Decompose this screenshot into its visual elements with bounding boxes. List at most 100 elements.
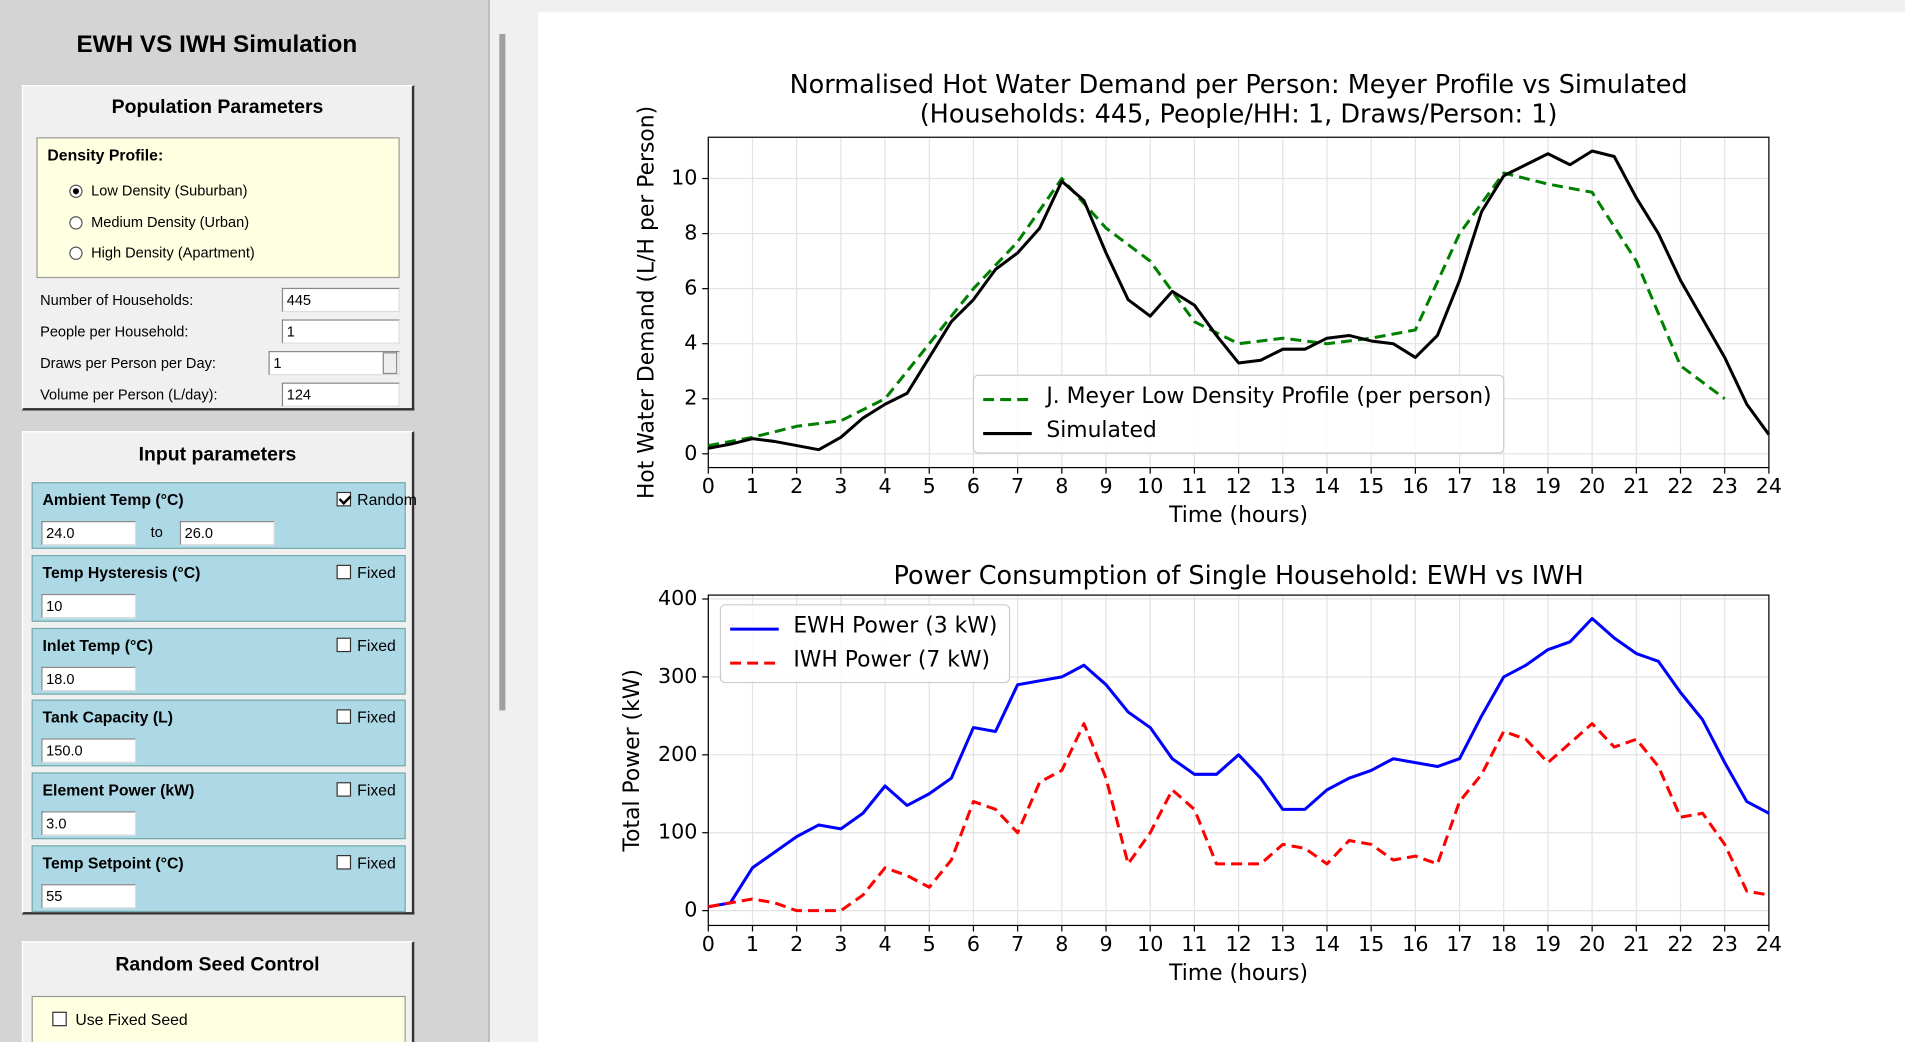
plot-frame bbox=[707, 594, 1770, 927]
x-tick-label: 14 bbox=[1314, 932, 1340, 956]
param-input[interactable]: 55 bbox=[41, 884, 137, 909]
x-tick-label: 14 bbox=[1314, 474, 1340, 498]
x-tick-label: 13 bbox=[1270, 932, 1296, 956]
x-tick-label: 2 bbox=[790, 474, 803, 498]
x-tick-label: 20 bbox=[1579, 474, 1605, 498]
y-tick-label: 100 bbox=[658, 820, 697, 844]
checkbox[interactable] bbox=[52, 1011, 67, 1027]
param-group: Inlet Temp (°C) Fixed 18.0 bbox=[31, 627, 406, 695]
app-title: EWH VS IWH Simulation bbox=[76, 31, 358, 59]
x-tick-label: 12 bbox=[1225, 474, 1251, 498]
checkbox-label[interactable]: Fixed bbox=[357, 853, 396, 873]
x-tick-label: 16 bbox=[1402, 474, 1428, 498]
legend-label: Simulated bbox=[1046, 418, 1156, 443]
y-tick-label: 4 bbox=[684, 331, 697, 355]
param-input[interactable]: 150.0 bbox=[41, 738, 137, 764]
checkbox-label[interactable]: Fixed bbox=[357, 635, 396, 655]
seed-section: Random Seed Control Use Fixed Seed bbox=[21, 941, 415, 1042]
spin-button[interactable] bbox=[382, 352, 398, 375]
x-tick-label: 22 bbox=[1667, 474, 1693, 498]
x-tick-label: 22 bbox=[1667, 932, 1693, 956]
param-group: Tank Capacity (L) Fixed 150.0 bbox=[31, 700, 406, 767]
checkbox[interactable] bbox=[336, 564, 352, 580]
checkbox-label[interactable]: Fixed bbox=[357, 563, 396, 582]
y-tick-label: 0 bbox=[684, 441, 697, 465]
checkbox[interactable] bbox=[336, 782, 352, 797]
scrollbar[interactable] bbox=[499, 34, 506, 711]
checkbox-label[interactable]: Fixed bbox=[357, 781, 396, 800]
x-tick-label: 10 bbox=[1137, 932, 1163, 956]
x-tick-label: 3 bbox=[834, 932, 847, 956]
param-input[interactable]: 18.0 bbox=[41, 666, 137, 691]
x-tick-label: 7 bbox=[1011, 932, 1024, 956]
radio[interactable] bbox=[69, 184, 83, 198]
param-input[interactable]: 10 bbox=[41, 593, 137, 618]
checkbox[interactable] bbox=[336, 855, 352, 870]
x-tick-label: 2 bbox=[790, 932, 803, 956]
density-label: Density Profile: bbox=[47, 145, 164, 164]
field-input[interactable]: 124 bbox=[281, 382, 400, 407]
x-tick-label: 21 bbox=[1623, 474, 1649, 498]
x-tick-label: 24 bbox=[1756, 474, 1782, 498]
legend-label: EWH Power (3 kW) bbox=[793, 614, 997, 639]
legend-frame bbox=[719, 604, 1011, 684]
field-input[interactable]: 1 bbox=[281, 319, 400, 344]
y-tick-label: 6 bbox=[684, 276, 697, 300]
field-label: Draws per Person per Day: bbox=[40, 354, 216, 372]
param-label: Temp Hysteresis (°C) bbox=[42, 563, 201, 582]
series-line bbox=[708, 149, 1771, 452]
field-input[interactable]: 1 bbox=[268, 350, 400, 376]
checkbox[interactable] bbox=[336, 709, 352, 725]
chart-title: Power Consumption of Single Household: E… bbox=[894, 561, 1584, 591]
checkbox-label[interactable]: Random bbox=[357, 490, 417, 509]
x-tick-label: 1 bbox=[746, 474, 759, 498]
range-word: to bbox=[150, 523, 163, 541]
param-input[interactable]: 24.0 bbox=[41, 521, 137, 546]
x-tick-label: 11 bbox=[1181, 932, 1207, 956]
x-tick-label: 6 bbox=[967, 474, 980, 498]
x-tick-label: 17 bbox=[1446, 474, 1472, 498]
x-tick-label: 9 bbox=[1099, 932, 1112, 956]
section-title: Random Seed Control bbox=[115, 954, 320, 976]
param-input[interactable]: 26.0 bbox=[179, 521, 275, 546]
radio[interactable] bbox=[69, 246, 83, 260]
checkbox[interactable] bbox=[336, 637, 352, 652]
param-input[interactable]: 3.0 bbox=[41, 811, 137, 836]
form: EWH VS IWH Simulation Population Paramete… bbox=[0, 0, 490, 1042]
x-tick-label: 10 bbox=[1137, 474, 1163, 498]
x-tick-label: 1 bbox=[746, 932, 759, 956]
x-tick-label: 17 bbox=[1446, 932, 1472, 956]
chart-subtitle: (Households: 445, People/HH: 1, Draws/Pe… bbox=[920, 99, 1558, 129]
x-tick-label: 23 bbox=[1712, 932, 1738, 956]
x-tick-label: 5 bbox=[923, 932, 936, 956]
section-title: Input parameters bbox=[138, 444, 297, 466]
x-tick-label: 19 bbox=[1535, 474, 1561, 498]
param-label: Temp Setpoint (°C) bbox=[42, 853, 184, 873]
radio-label[interactable]: Low Density (Suburban) bbox=[91, 182, 248, 200]
param-label: Ambient Temp (°C) bbox=[42, 490, 184, 509]
radio[interactable] bbox=[69, 215, 83, 229]
checkbox-label[interactable]: Use Fixed Seed bbox=[75, 1010, 188, 1029]
x-tick-label: 15 bbox=[1358, 474, 1384, 498]
checkbox-label[interactable]: Fixed bbox=[357, 708, 396, 727]
plot-panel bbox=[538, 12, 1905, 1042]
radio-label[interactable]: Medium Density (Urban) bbox=[91, 213, 250, 231]
population-section: Population Parameters Density Profile: Low… bbox=[21, 85, 415, 411]
x-tick-label: 5 bbox=[923, 474, 936, 498]
chart: 0 1 2 3 4 5 6 7 8 9 10 11 12 13 14 15 16 17 18 19 20 21 22 23 24… bbox=[620, 561, 1782, 986]
param-group: Temp Hysteresis (°C) Fixed 10 bbox=[31, 554, 406, 622]
y-tick-label: 200 bbox=[658, 742, 697, 766]
x-tick-label: 16 bbox=[1402, 932, 1428, 956]
chart-title: Normalised Hot Water Demand per Person: … bbox=[790, 70, 1688, 100]
field-label: Number of Households: bbox=[40, 291, 194, 309]
y-tick-label: 2 bbox=[684, 386, 697, 410]
x-tick-label: 0 bbox=[702, 932, 715, 956]
plot-frame bbox=[707, 136, 1770, 469]
field-input[interactable]: 445 bbox=[281, 287, 400, 313]
x-tick-label: 8 bbox=[1055, 474, 1068, 498]
x-tick-label: 18 bbox=[1491, 474, 1517, 498]
radio-label[interactable]: High Density (Apartment) bbox=[91, 244, 255, 262]
param-label: Inlet Temp (°C) bbox=[42, 635, 153, 655]
checkbox[interactable] bbox=[336, 491, 352, 507]
